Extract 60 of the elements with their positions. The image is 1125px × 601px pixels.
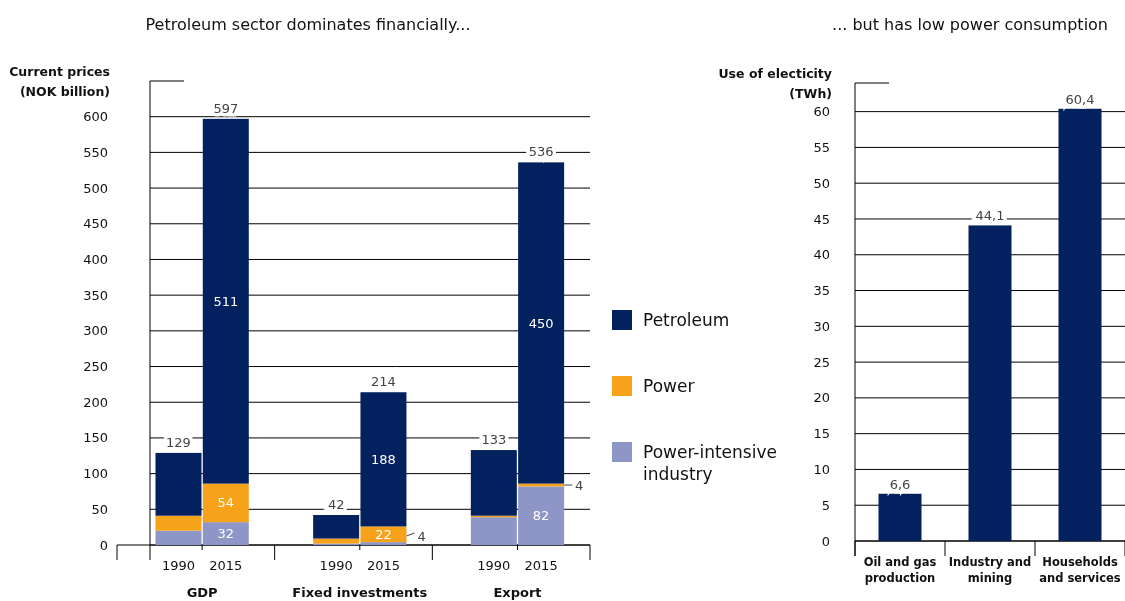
y-tick-label: 450 (83, 216, 108, 232)
data-label: 82 (532, 508, 550, 524)
data-label: 32 (217, 526, 235, 542)
x-tick-label: 2015 (209, 558, 243, 573)
text: Export (493, 585, 542, 600)
y-tick-label: 0 (99, 537, 108, 553)
legend-label: Petroleum (643, 309, 730, 330)
y-tick-label: 25 (813, 354, 830, 370)
data-label: 450 (528, 315, 554, 331)
legend-label: Power-intensive industry (643, 441, 777, 484)
y-tick-label: 100 (83, 466, 108, 482)
y-tick-label: 45 (813, 211, 830, 227)
y-tick-label: 60 (813, 104, 830, 120)
y-tick-label: 5 (821, 497, 830, 513)
y-tick-label: 150 (83, 430, 108, 446)
data-label: 511 (213, 293, 239, 309)
y-tick-label: 250 (83, 359, 108, 375)
x-tick-label: 1990 (161, 558, 196, 573)
x-tick-label: 2015 (366, 558, 400, 573)
x-tick-label: Households and services (1039, 555, 1121, 585)
data-label: 188 (371, 451, 396, 467)
chart-title: ... but has low power consumption (832, 15, 1108, 34)
total-label: 129 (166, 434, 191, 450)
y-tick-label: 30 (813, 318, 830, 334)
x-tick-label: Industry and mining (948, 555, 1032, 585)
total-label: 42 (327, 497, 345, 513)
chart-title: Petroleum sector dominates financially... (145, 15, 471, 34)
y-tick-label: 300 (83, 323, 108, 339)
y-tick-label: 0 (821, 533, 830, 549)
data-label: 4 (575, 477, 584, 493)
y-axis-title: Use of electicity (TWh) (718, 66, 832, 101)
data-label: 54 (217, 495, 235, 511)
x-tick-label: 2015 (524, 558, 558, 573)
y-tick-label: 35 (813, 283, 830, 299)
total-label: 214 (371, 374, 396, 390)
data-label: 22 (375, 526, 392, 542)
legend-label: Power (643, 375, 695, 396)
y-tick-label: 350 (83, 287, 108, 303)
text: GDP (186, 585, 218, 600)
y-axis-title: Current prices (NOK billion) (9, 64, 110, 99)
y-tick-label: 50 (813, 175, 830, 191)
total-label: 597 (213, 100, 239, 116)
x-tick-label: 1990 (319, 558, 353, 573)
y-tick-label: 15 (813, 426, 830, 442)
data-label: 60,4 (1065, 91, 1095, 107)
y-tick-label: 55 (813, 139, 830, 155)
y-tick-label: 50 (91, 501, 108, 517)
y-tick-label: 500 (83, 180, 108, 196)
x-tick-label: Oil and gas production (863, 555, 937, 585)
y-tick-label: 550 (83, 144, 108, 160)
y-tick-label: 600 (83, 109, 108, 125)
y-tick-label: 10 (813, 461, 830, 477)
y-tick-label: 40 (813, 247, 830, 263)
data-label: 6,6 (889, 476, 911, 492)
x-tick-label: 1990 (477, 558, 511, 573)
text: Fixed investments (292, 585, 428, 600)
y-tick-label: 20 (813, 390, 830, 406)
y-tick-label: 400 (83, 252, 108, 268)
y-tick-label: 200 (83, 394, 108, 410)
data-label: 4 (417, 528, 426, 544)
